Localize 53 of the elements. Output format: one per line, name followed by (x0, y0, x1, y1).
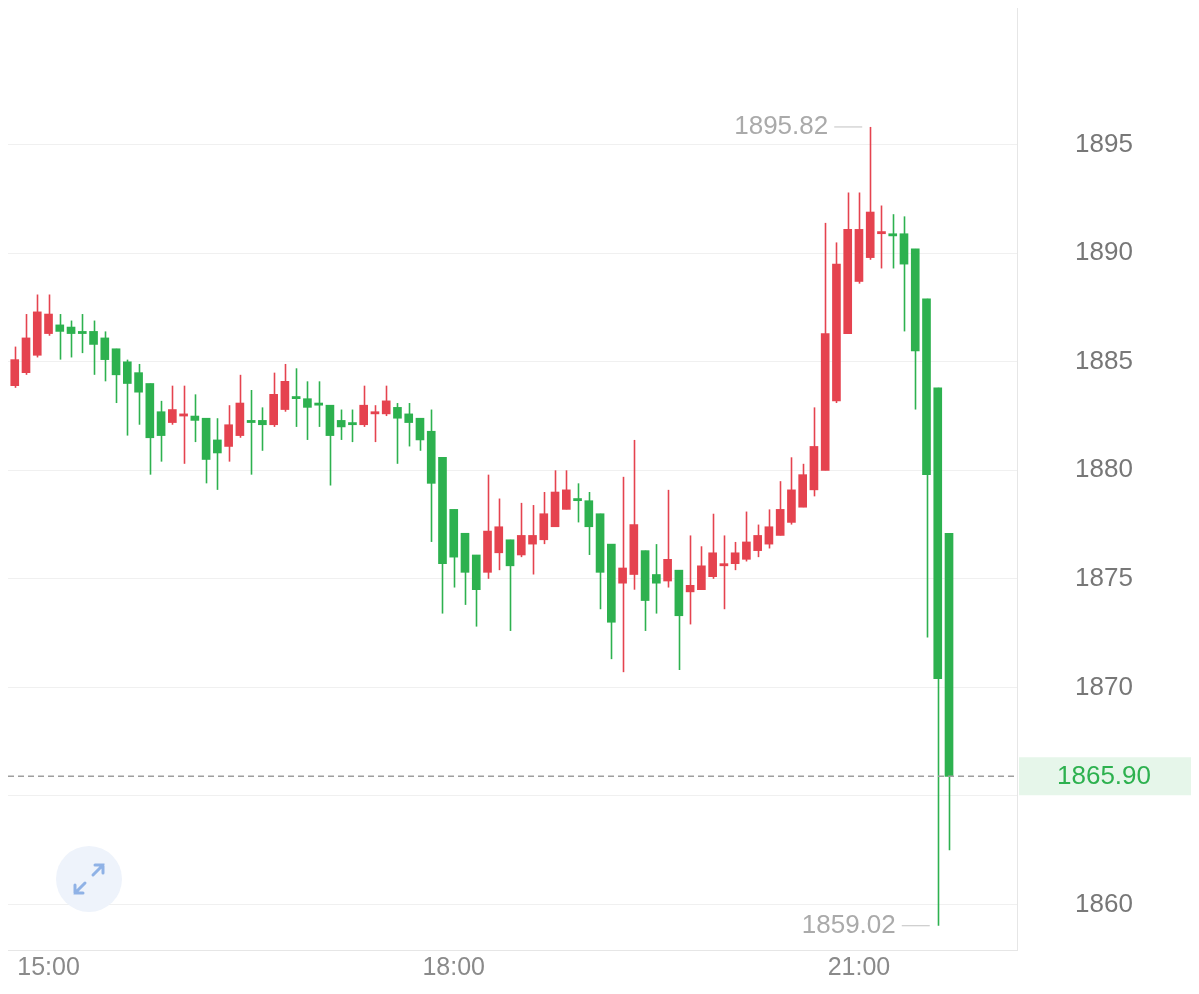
ref-line-label: 1865.90 (1057, 759, 1151, 790)
candlestick (55, 313, 65, 361)
candlestick (753, 523, 762, 558)
candlestick (100, 330, 110, 383)
candlestick (336, 408, 346, 441)
candlestick (685, 534, 695, 626)
candlestick (66, 319, 76, 359)
y-tick-label: 1870 (1075, 670, 1133, 701)
candlestick (190, 393, 200, 443)
candlestick (573, 482, 582, 524)
x-tick-label: 21:00 (827, 951, 891, 980)
candlestick (663, 489, 672, 589)
candlestick (618, 476, 627, 673)
candlestick (393, 402, 402, 465)
candlestick (168, 384, 177, 426)
candlestick (303, 380, 312, 441)
candlestick (44, 293, 53, 337)
candlestick (258, 406, 267, 452)
annotation: 1859.02 (801, 908, 896, 939)
y-tick-label: 1875 (1075, 562, 1133, 593)
candlestick (742, 510, 751, 563)
candlestick (314, 380, 323, 428)
candlestick (381, 384, 391, 417)
y-tick-label: 1885 (1075, 344, 1133, 375)
candlestick (516, 502, 526, 558)
candlestick (77, 313, 87, 354)
y-tick-label: 1895 (1075, 127, 1133, 158)
x-tick-label: 18:00 (422, 951, 486, 980)
y-tick-label: 1890 (1075, 236, 1133, 267)
candlestick (122, 358, 132, 437)
candlestick (404, 402, 414, 448)
candlestick (370, 404, 380, 443)
candlestick (561, 469, 571, 511)
y-tick-label: 1880 (1075, 453, 1133, 484)
annotation: 1895.82 (734, 110, 829, 141)
candlestick (415, 417, 425, 452)
candlestick (528, 504, 537, 576)
candlestick (213, 417, 222, 491)
y-tick-label: 1860 (1075, 887, 1133, 918)
candlestick (134, 363, 143, 426)
candlestick (348, 408, 357, 443)
candlestick (246, 389, 256, 476)
candlestick (730, 541, 740, 571)
x-tick-label: 15:00 (17, 951, 80, 980)
candlestick (359, 384, 369, 428)
candlestick (89, 319, 98, 376)
candlestick (719, 534, 729, 611)
candlestick (291, 367, 301, 428)
candlestick (652, 543, 661, 615)
candlestick (877, 204, 886, 270)
candlestick (764, 508, 774, 550)
candlestick (888, 213, 898, 270)
candlestick (224, 404, 233, 463)
